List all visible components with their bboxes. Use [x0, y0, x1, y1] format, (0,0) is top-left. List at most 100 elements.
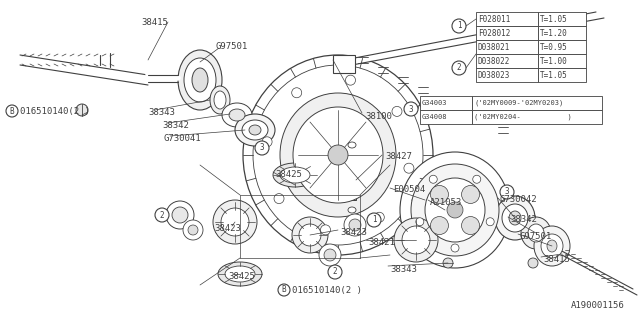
Text: 38425: 38425 [275, 170, 302, 179]
Bar [333, 55, 355, 73]
Bar [538, 12, 586, 26]
Text: F028012: F028012 [478, 28, 510, 37]
Ellipse shape [528, 224, 544, 242]
Ellipse shape [243, 55, 433, 255]
Ellipse shape [292, 88, 301, 98]
Text: 2: 2 [333, 268, 337, 276]
Ellipse shape [292, 217, 328, 253]
Text: B: B [282, 285, 286, 294]
Text: 38427: 38427 [385, 152, 412, 161]
Text: T=1.00: T=1.00 [540, 57, 568, 66]
Ellipse shape [293, 107, 383, 203]
Circle shape [404, 102, 418, 116]
Ellipse shape [431, 217, 449, 235]
Ellipse shape [324, 249, 336, 261]
Text: D038023: D038023 [478, 70, 510, 79]
Text: 3: 3 [260, 143, 264, 153]
Text: 3: 3 [409, 105, 413, 114]
Bar [476, 68, 538, 82]
Text: B: B [10, 107, 14, 116]
Text: D038022: D038022 [478, 57, 510, 66]
Ellipse shape [319, 244, 341, 266]
Text: 38100: 38100 [365, 112, 392, 121]
Circle shape [367, 213, 381, 227]
Ellipse shape [502, 204, 528, 232]
Ellipse shape [249, 125, 261, 135]
Ellipse shape [528, 258, 538, 268]
Text: E00504: E00504 [393, 185, 425, 194]
Bar [476, 54, 538, 68]
Ellipse shape [262, 137, 272, 147]
Ellipse shape [280, 93, 396, 217]
Ellipse shape [344, 214, 366, 236]
Ellipse shape [183, 220, 203, 240]
Ellipse shape [213, 200, 257, 244]
Ellipse shape [273, 163, 317, 187]
Ellipse shape [411, 164, 499, 256]
Ellipse shape [235, 114, 275, 146]
Bar [538, 68, 586, 82]
Text: 38342: 38342 [510, 215, 537, 224]
Ellipse shape [242, 120, 268, 140]
Circle shape [155, 208, 169, 222]
Text: D038021: D038021 [478, 43, 510, 52]
Ellipse shape [166, 201, 194, 229]
Text: G34008: G34008 [422, 114, 447, 120]
Text: 38423: 38423 [214, 224, 241, 233]
Text: A21053: A21053 [430, 198, 462, 207]
Ellipse shape [328, 145, 348, 165]
Ellipse shape [374, 212, 384, 222]
Text: T=1.05: T=1.05 [540, 70, 568, 79]
Text: G97501: G97501 [520, 232, 552, 241]
Text: G97501: G97501 [215, 42, 247, 51]
Text: T=1.05: T=1.05 [540, 14, 568, 23]
Text: T=0.95: T=0.95 [540, 43, 568, 52]
Bar [538, 40, 586, 54]
Bar [420, 110, 472, 124]
Circle shape [6, 105, 18, 117]
Ellipse shape [178, 50, 222, 110]
Ellipse shape [425, 178, 485, 242]
Text: 2: 2 [160, 211, 164, 220]
Text: G730041: G730041 [164, 134, 202, 143]
Text: 38342: 38342 [162, 121, 189, 130]
Ellipse shape [321, 225, 330, 235]
Ellipse shape [541, 234, 563, 258]
Ellipse shape [509, 211, 521, 225]
Ellipse shape [192, 68, 208, 92]
Ellipse shape [547, 240, 557, 252]
Bar [348, 145, 356, 200]
Text: 38423: 38423 [340, 228, 367, 237]
Ellipse shape [400, 152, 510, 268]
Text: 1: 1 [372, 215, 376, 225]
Text: 3: 3 [505, 188, 509, 196]
Ellipse shape [229, 109, 245, 121]
Bar [476, 40, 538, 54]
Ellipse shape [429, 175, 437, 183]
Ellipse shape [346, 75, 355, 85]
Bar [476, 12, 538, 26]
Ellipse shape [280, 167, 310, 183]
Ellipse shape [218, 262, 262, 286]
Ellipse shape [486, 218, 494, 226]
Text: F028011: F028011 [478, 14, 510, 23]
Text: 38415: 38415 [543, 255, 570, 264]
Circle shape [500, 185, 514, 199]
Text: 38425: 38425 [228, 272, 255, 281]
Text: 016510140(2 ): 016510140(2 ) [20, 107, 90, 116]
Ellipse shape [394, 218, 438, 262]
Text: G34003: G34003 [422, 100, 447, 106]
Text: 38421: 38421 [368, 238, 395, 247]
Ellipse shape [214, 91, 226, 109]
Text: ('02MY0204-           ): ('02MY0204- ) [474, 114, 572, 120]
Text: T=1.20: T=1.20 [540, 28, 568, 37]
Ellipse shape [222, 103, 252, 127]
Ellipse shape [274, 194, 284, 204]
Ellipse shape [473, 175, 481, 183]
Ellipse shape [416, 218, 424, 226]
Ellipse shape [348, 142, 356, 148]
Ellipse shape [172, 207, 188, 223]
Text: 38415: 38415 [141, 18, 168, 27]
Ellipse shape [443, 258, 453, 268]
Text: 1: 1 [457, 21, 461, 30]
